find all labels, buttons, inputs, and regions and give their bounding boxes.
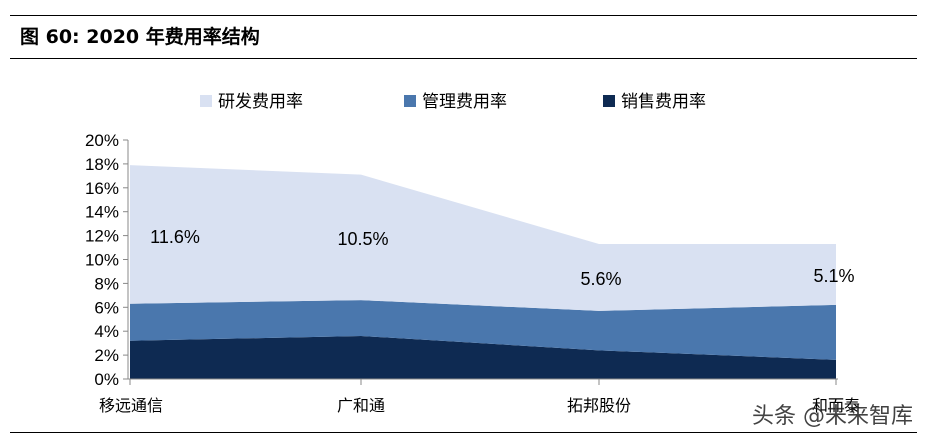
data-label: 11.6% — [150, 227, 200, 247]
legend-label: 销售费用率 — [621, 92, 706, 112]
legend-label: 管理费用率 — [422, 92, 507, 112]
y-tick-label: 18% — [85, 155, 119, 174]
y-tick-label: 20% — [85, 131, 119, 150]
y-tick-label: 0% — [94, 370, 119, 389]
bottom-rule — [10, 432, 917, 433]
title-rule — [10, 58, 917, 59]
legend-swatch — [200, 95, 212, 107]
y-tick-label: 12% — [85, 227, 119, 246]
x-tick-label: 拓邦股份 — [567, 396, 631, 415]
figure-title: 图 60: 2020 年费用率结构 — [20, 26, 260, 48]
area-series-3 — [130, 165, 836, 311]
data-label: 5.1% — [813, 266, 854, 286]
y-tick-label: 10% — [85, 251, 119, 270]
legend-swatch — [603, 95, 615, 107]
y-tick-label: 16% — [85, 179, 119, 198]
y-tick-label: 6% — [94, 298, 119, 317]
y-tick-label: 2% — [94, 346, 119, 365]
data-label: 5.6% — [580, 269, 621, 289]
data-label: 10.5% — [337, 229, 388, 249]
legend-swatch — [404, 95, 416, 107]
watermark: 头条 @未来智库 — [752, 404, 913, 429]
y-tick-label: 14% — [85, 203, 119, 222]
x-tick-label: 移远通信 — [99, 396, 163, 415]
y-tick-label: 4% — [94, 322, 119, 341]
legend-label: 研发费用率 — [218, 92, 303, 112]
x-tick-label: 和而泰 — [812, 396, 860, 415]
x-tick-label: 广和通 — [337, 396, 385, 415]
area-series-2 — [130, 300, 836, 360]
y-tick-label: 8% — [94, 274, 119, 293]
top-rule — [10, 15, 917, 16]
area-series-1 — [130, 335, 836, 379]
